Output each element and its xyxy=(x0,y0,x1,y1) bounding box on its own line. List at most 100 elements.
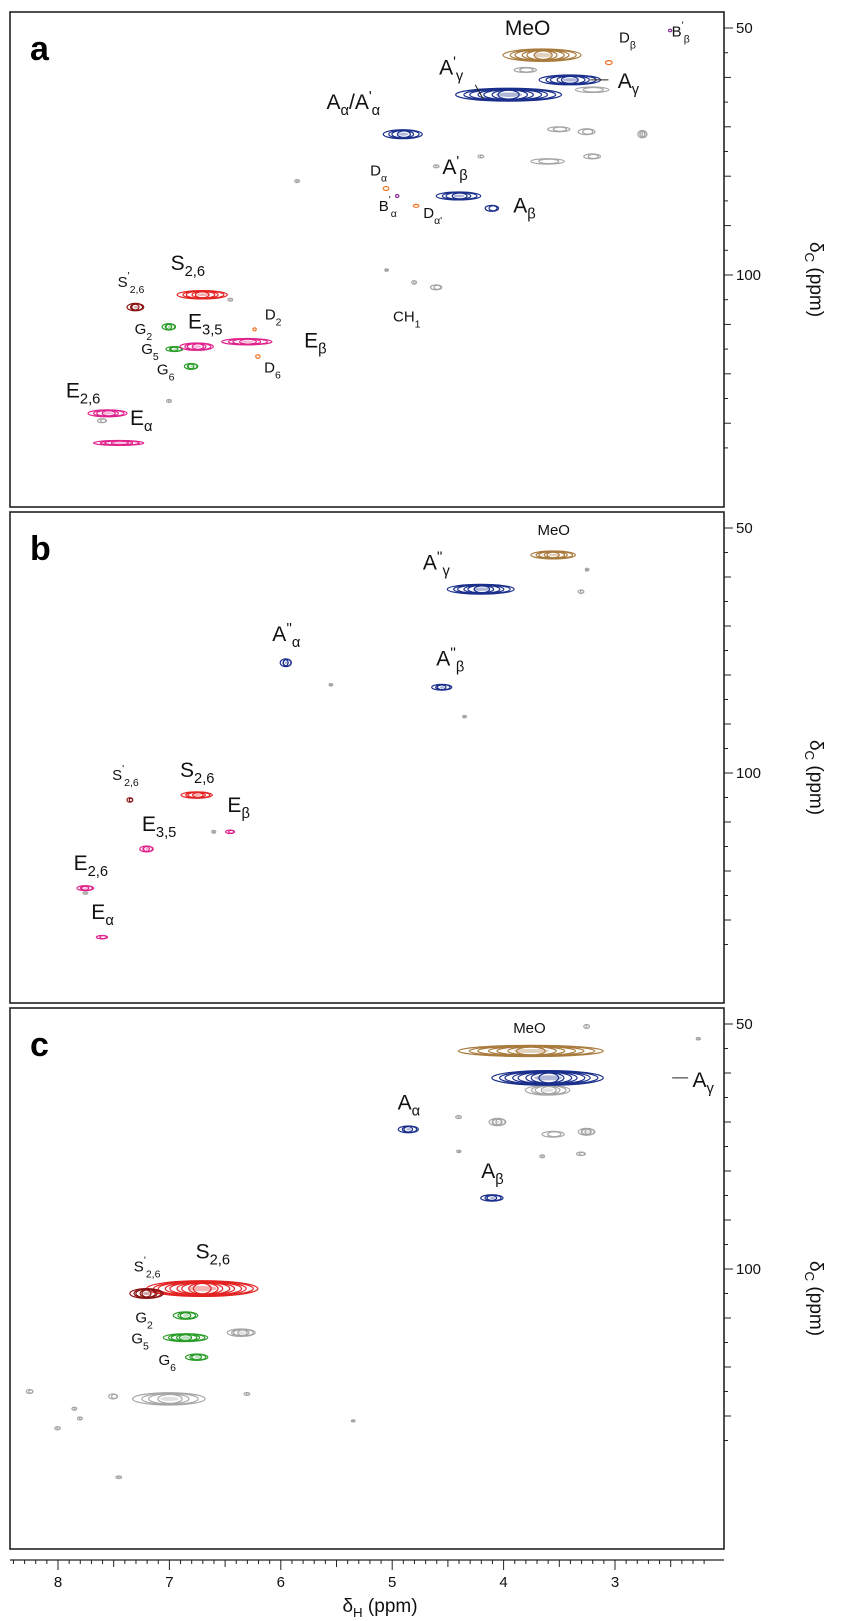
peak-label: A''α xyxy=(272,621,301,651)
peak-S2_6 xyxy=(176,289,228,300)
y-tick-label: 50 xyxy=(736,520,753,537)
x-axis-title: δH (ppm) xyxy=(342,1596,417,1620)
peak-A__ xyxy=(455,87,563,102)
peak-A_ xyxy=(480,1194,504,1202)
peak-A_ xyxy=(397,1125,419,1134)
peak-S_2_6 xyxy=(129,1287,164,1299)
peak-label: Eβ xyxy=(304,330,326,358)
peak-MeO xyxy=(530,550,577,560)
peak-MeO xyxy=(502,48,582,62)
y-tick-label: 100 xyxy=(736,765,761,782)
peak-label: E3,5 xyxy=(188,311,222,339)
peak-label: S2,6 xyxy=(171,252,205,280)
peak-label: D2 xyxy=(265,306,282,328)
gray-peak xyxy=(577,589,585,595)
peak-label: Aα/A'α xyxy=(327,89,381,119)
peak-label: CH1 xyxy=(393,308,421,330)
peak-label: A'γ xyxy=(439,55,464,85)
peak-label: A''γ xyxy=(423,549,451,579)
gray-peak xyxy=(546,126,571,133)
panel-letter: c xyxy=(30,1026,49,1064)
y-axis-title: δC (ppm) xyxy=(802,242,826,317)
peak-label: Eα xyxy=(91,901,114,929)
gray-peak xyxy=(574,86,610,94)
peak-E2_6 xyxy=(87,409,128,418)
gray-peak xyxy=(294,179,301,184)
peak-A___ xyxy=(431,683,453,691)
peak-label: Eβ xyxy=(227,794,249,822)
gray-peak xyxy=(411,280,418,285)
gray-peak xyxy=(456,1149,462,1154)
y-axis-title: δC (ppm) xyxy=(802,1261,826,1336)
x-tick-label: 7 xyxy=(165,1574,173,1591)
gray-peak xyxy=(76,1416,83,1421)
gray-peak xyxy=(695,1036,701,1041)
panel-b: b MeO A''γ A''α A''β S2,6 S'2,6E3,5 Eβ E2,6 Eα 50 1… xyxy=(9,511,826,1004)
x-axis: 8 7 6 5 4 3 xyxy=(10,1559,724,1591)
gray-peak xyxy=(575,1151,587,1157)
peak-A__ xyxy=(435,191,482,201)
panel-a: a MeO A'γ Aγ Dβ B'β Aα/A'α A'β Aβ Dα B'α Dα' S2,6 S'2… xyxy=(9,11,826,508)
peak-E3_5 xyxy=(179,342,214,351)
peak-label: Aβ xyxy=(481,1160,503,1188)
peak-S2_6 xyxy=(180,791,213,799)
gray-peak xyxy=(25,1388,34,1395)
peak-G5 xyxy=(162,1333,209,1343)
gray-peak xyxy=(477,154,485,159)
y-axis: 50 100 δC (ppm) xyxy=(724,20,826,449)
peak-A___ xyxy=(279,658,292,668)
gray-peak xyxy=(96,418,108,424)
peak-S_2_6 xyxy=(126,302,145,312)
peak-G2 xyxy=(161,323,177,331)
gray-peak xyxy=(584,567,590,572)
gray-peak xyxy=(488,1117,507,1127)
peak-label: A''β xyxy=(436,645,464,675)
gray-peak xyxy=(577,1127,596,1136)
gray-peak xyxy=(384,268,390,272)
peak-label: Aα xyxy=(398,1091,421,1119)
peak-label: Dβ xyxy=(619,30,636,52)
panel-letter: a xyxy=(30,30,50,68)
panel-frame xyxy=(9,11,725,508)
peak-label: Dα' xyxy=(423,205,442,227)
peak-label: Aγ xyxy=(618,70,640,98)
peak-E_ xyxy=(225,829,236,835)
gray-peak xyxy=(115,1475,123,1480)
peak-label: D6 xyxy=(264,360,281,382)
y-tick-label: 100 xyxy=(736,267,761,284)
x-tick-label: 5 xyxy=(388,1574,396,1591)
peak-label: B'β xyxy=(672,19,690,45)
peak-B__ xyxy=(394,193,400,199)
peak-E_ xyxy=(221,337,273,346)
peak-D2 xyxy=(252,327,257,332)
peak-S_2_6 xyxy=(126,797,134,803)
peak-E_ xyxy=(93,439,145,447)
peak-label: S2,6 xyxy=(180,759,214,787)
gray-peak xyxy=(54,1426,61,1431)
peak-G6 xyxy=(184,1353,209,1361)
y-axis-title: δC (ppm) xyxy=(802,740,826,815)
gray-peak xyxy=(637,129,648,139)
peak-label: E2,6 xyxy=(66,379,100,407)
gray-peak xyxy=(539,1154,546,1159)
panel-letter: b xyxy=(30,530,51,568)
peak-label: Aβ xyxy=(513,194,535,222)
gray-peak xyxy=(211,829,217,834)
peak-MeO xyxy=(457,1044,604,1058)
y-tick-label: 50 xyxy=(736,1016,753,1033)
peak-label: MeO xyxy=(505,17,551,40)
peak-label: G5 xyxy=(131,1331,149,1353)
gray-peak xyxy=(82,891,89,895)
peak-label: B'α xyxy=(379,194,397,220)
peak-label: S'2,6 xyxy=(112,763,139,789)
peak-label: A'β xyxy=(442,154,467,184)
peak-D_ xyxy=(382,185,390,192)
peak-CH1 xyxy=(429,284,443,291)
peak-A_ xyxy=(491,1069,604,1086)
gray-peak xyxy=(432,164,440,169)
gray-peak xyxy=(583,1023,591,1030)
peak-label: G6 xyxy=(157,361,175,383)
peak-B__ xyxy=(667,28,673,33)
peak-label: G2 xyxy=(135,321,153,343)
